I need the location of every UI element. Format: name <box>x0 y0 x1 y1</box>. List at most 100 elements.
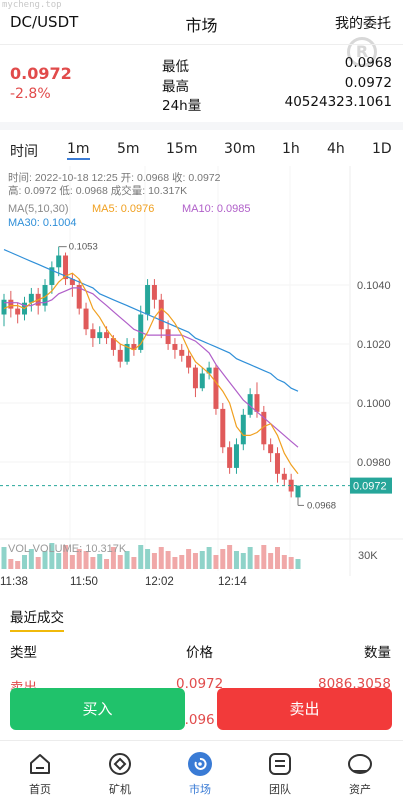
tab-1h[interactable]: 1h <box>282 141 300 157</box>
trade-price: 0.0972 <box>176 676 224 692</box>
tab-5m[interactable]: 5m <box>117 141 140 157</box>
tab-1m[interactable]: 1m <box>67 141 90 160</box>
nav-label: 市场 <box>189 783 211 796</box>
candle-body <box>254 394 260 412</box>
candle-body <box>247 394 253 415</box>
nav-miner[interactable]: 矿机 <box>80 741 160 796</box>
col-price: 价格 <box>186 645 213 661</box>
chart-grid <box>0 166 351 576</box>
trade-price: 0.096 <box>176 712 215 728</box>
tab-30m[interactable]: 30m <box>224 141 256 157</box>
miner-icon <box>109 753 131 775</box>
home-icon <box>30 754 50 774</box>
sell-button[interactable]: 卖出 <box>217 688 392 730</box>
price-change: -2.8% <box>10 86 51 102</box>
volume-bar <box>90 557 96 569</box>
pair-selector[interactable]: DC/USDT <box>10 13 79 31</box>
volume-bar <box>117 555 123 569</box>
ma30-legend: MA30: 0.1004 <box>8 217 77 229</box>
candle-body <box>172 344 178 350</box>
nav-home[interactable]: 首页 <box>0 741 80 796</box>
candle-body <box>110 338 116 350</box>
min-price-label: 0.0968 <box>307 500 336 511</box>
nav-team[interactable]: 团队 <box>240 741 320 796</box>
y-tick-label: 0.0980 <box>357 457 391 469</box>
tab-15m[interactable]: 15m <box>166 141 198 157</box>
y-tick-label: 0.1000 <box>357 398 391 410</box>
candle-body <box>124 344 130 362</box>
candle-body <box>83 308 89 330</box>
candle-body <box>69 279 75 285</box>
nav-assets[interactable]: 资产 <box>320 741 400 796</box>
volume-bar <box>172 557 178 569</box>
volume-bar <box>233 551 239 569</box>
volume-bar <box>165 551 171 569</box>
interval-tabs: 时间 1m 5m 15m 30m 1h 4h 1D <box>0 136 403 166</box>
volume-bar <box>49 543 55 569</box>
volume-bar <box>8 559 14 569</box>
volume-bar <box>254 555 260 569</box>
buy-button[interactable]: 买入 <box>10 688 185 730</box>
volume-bar <box>97 554 103 569</box>
page-title: 市场 <box>185 16 218 35</box>
stat-low-label: 最低 <box>162 59 189 75</box>
time-axis: 11:38 11:50 12:02 12:14 <box>0 576 247 588</box>
volume-bar <box>220 549 226 569</box>
info-line-2: 高: 0.0972 低: 0.0968 成交量: 10.317K <box>8 184 187 197</box>
candle-body <box>179 349 185 356</box>
candle-body <box>206 367 212 374</box>
volume-bar <box>186 549 192 569</box>
nav-market[interactable]: 市场 <box>160 741 240 796</box>
volume-bar <box>104 559 110 569</box>
candle-body <box>97 332 103 339</box>
candle-body <box>165 329 171 344</box>
info-line-1: 时间: 2022-10-18 12:25 开: 0.0968 收: 0.0972 <box>8 171 221 184</box>
bottom-nav: 首页 矿机 市场 团队 资产 <box>0 740 403 796</box>
volume-bar <box>76 549 82 569</box>
ma5-line <box>3 272 299 475</box>
volume-bar <box>158 547 164 569</box>
volume-bar <box>22 555 28 569</box>
volume-bar <box>274 547 280 569</box>
candle-body <box>199 373 205 389</box>
nav-label: 矿机 <box>109 783 131 796</box>
current-price-label: 0.0972 <box>353 481 387 493</box>
stat-volume-value: 40524323.1061 <box>284 94 392 110</box>
recent-trades-title[interactable]: 最近成交 <box>10 606 64 632</box>
volume-bar <box>138 545 144 569</box>
volume-bar <box>35 557 41 569</box>
volume-layer <box>0 538 403 569</box>
candle-body <box>76 285 82 309</box>
assets-icon <box>348 754 372 774</box>
section-gap <box>0 122 403 130</box>
volume-bar <box>151 553 157 569</box>
candle-body <box>288 479 294 492</box>
stat-volume: 24h量 40524323.1061 <box>162 94 392 114</box>
kline-chart[interactable]: 时间: 2022-10-18 12:25 开: 0.0968 收: 0.0972… <box>0 166 403 596</box>
my-orders-link[interactable]: 我的委托 <box>335 16 391 32</box>
volume-bar <box>110 547 116 569</box>
volume-bar <box>145 549 151 569</box>
volume-bar <box>192 553 198 569</box>
volume-bar <box>281 555 287 569</box>
candle-body <box>1 299 7 315</box>
volume-bar <box>28 549 34 569</box>
nav-label: 资产 <box>349 783 371 796</box>
volume-bar <box>1 547 7 569</box>
volume-bar <box>56 553 62 569</box>
tab-1d[interactable]: 1D <box>372 141 392 157</box>
ma5-legend: MA5: 0.0976 <box>92 203 154 215</box>
nav-label: 首页 <box>29 783 51 796</box>
x-tick-label: 12:02 <box>145 576 174 588</box>
candle-body <box>49 267 55 285</box>
x-tick-label: 11:50 <box>70 576 98 588</box>
candle-body <box>42 285 48 306</box>
tab-time[interactable]: 时间 <box>10 144 38 160</box>
tab-4h[interactable]: 4h <box>327 141 345 157</box>
candle-body <box>56 255 62 268</box>
stat-high: 最高 0.0972 <box>162 75 392 95</box>
candle-body <box>220 408 226 448</box>
market-icon <box>188 752 212 776</box>
ma10-line <box>4 287 299 448</box>
candle-body <box>186 355 192 368</box>
